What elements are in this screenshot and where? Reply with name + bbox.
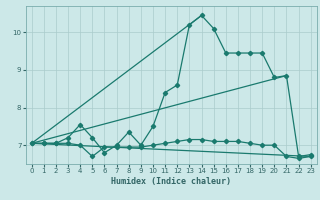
X-axis label: Humidex (Indice chaleur): Humidex (Indice chaleur) — [111, 177, 231, 186]
